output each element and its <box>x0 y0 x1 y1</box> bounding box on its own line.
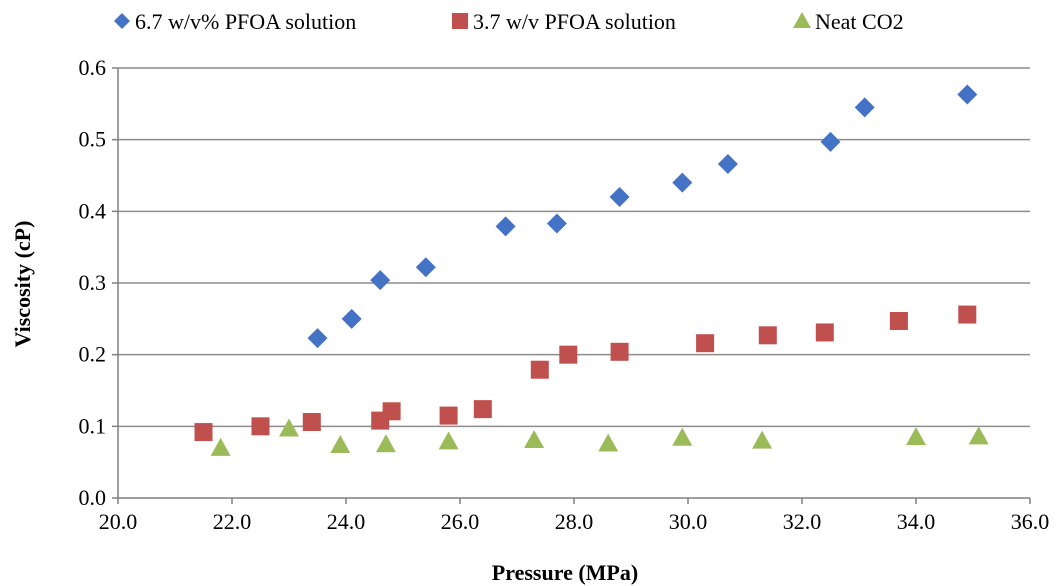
triangle-point <box>752 430 773 449</box>
diamond-point <box>307 328 328 349</box>
series-square <box>194 305 977 442</box>
diamond-point <box>854 97 875 118</box>
y-axis-title: Viscosity (cP) <box>10 221 35 348</box>
legend-label: 3.7 w/v PFOA solution <box>473 9 676 34</box>
diamond-point <box>957 84 978 105</box>
square-point <box>473 400 492 419</box>
legend-label: 6.7 w/v% PFOA solution <box>135 9 356 34</box>
series-triangle <box>210 418 989 456</box>
triangle-point <box>672 427 693 446</box>
legend: 6.7 w/v% PFOA solution 3.7 w/v PFOA solut… <box>114 9 904 34</box>
x-tick-label: 28.0 <box>555 509 594 534</box>
diamond-point <box>609 187 630 207</box>
diamond-point <box>546 213 567 234</box>
x-tick-label: 20.0 <box>99 509 138 534</box>
square-point <box>382 402 401 421</box>
square-point <box>758 326 777 345</box>
y-tick-label: 0.0 <box>79 485 107 510</box>
square-point <box>439 406 458 425</box>
x-tick-label: 24.0 <box>327 509 366 534</box>
square-point <box>251 417 270 436</box>
legend-label: Neat CO2 <box>815 9 904 34</box>
triangle-point <box>210 437 231 456</box>
square-point <box>815 323 834 342</box>
square-point <box>696 334 715 353</box>
legend-marker <box>114 13 130 29</box>
y-tick-label: 0.5 <box>79 127 107 152</box>
legend-marker <box>452 13 468 29</box>
y-tick-label: 0.6 <box>79 55 107 80</box>
triangle-point <box>375 434 396 453</box>
x-tick-label: 30.0 <box>669 509 708 534</box>
diamond-point <box>717 154 738 175</box>
legend-entry: 6.7 w/v% PFOA solution <box>114 9 356 34</box>
diamond-point <box>341 308 362 329</box>
diamond-point <box>495 216 516 237</box>
gridlines <box>118 67 1030 428</box>
diamond-point <box>370 270 391 291</box>
triangle-point <box>598 433 619 452</box>
legend-marker <box>793 12 811 28</box>
diamond-point <box>415 257 436 278</box>
y-tick-label: 0.3 <box>79 270 107 295</box>
y-tick-label: 0.1 <box>79 413 107 438</box>
x-tick-label: 32.0 <box>783 509 822 534</box>
triangle-point <box>906 427 926 446</box>
square-point <box>302 413 321 432</box>
x-tick-label: 26.0 <box>441 509 480 534</box>
y-axis-ticks: 0.0 0.1 0.2 0.3 0.4 0.5 0.6 <box>79 55 118 510</box>
x-axis-ticks: 20.0 22.0 24.0 26.0 28.0 30.0 32.0 34.0 36.0 <box>99 498 1050 534</box>
y-tick-label: 0.4 <box>79 198 107 223</box>
square-point <box>958 305 977 324</box>
x-axis-title: Pressure (MPa) <box>492 560 638 585</box>
x-tick-label: 36.0 <box>1011 509 1050 534</box>
triangle-point <box>330 434 351 453</box>
series-diamond <box>307 84 978 349</box>
square-point <box>889 311 908 330</box>
square-point <box>559 345 578 364</box>
triangle-point <box>968 426 989 445</box>
legend-entry: 3.7 w/v PFOA solution <box>452 9 676 34</box>
data-points <box>194 84 989 456</box>
square-point <box>610 342 629 361</box>
x-tick-label: 34.0 <box>897 509 936 534</box>
square-point <box>194 423 213 442</box>
triangle-point <box>279 418 299 437</box>
square-point <box>530 360 549 379</box>
triangle-point <box>438 431 459 450</box>
y-tick-label: 0.2 <box>79 342 107 367</box>
diamond-point <box>820 131 841 152</box>
legend-entry: Neat CO2 <box>793 9 904 34</box>
diamond-point <box>672 172 693 193</box>
triangle-point <box>524 429 545 448</box>
x-tick-label: 22.0 <box>213 509 252 534</box>
